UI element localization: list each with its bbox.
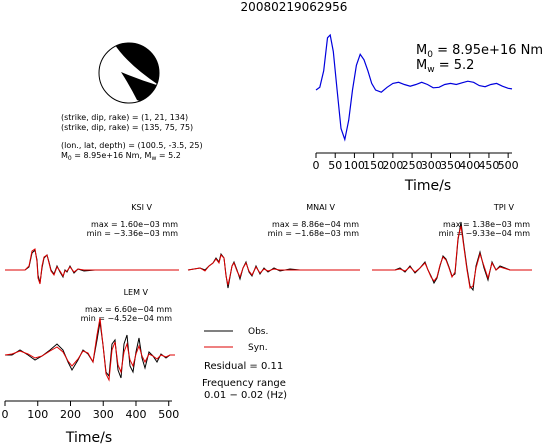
stf-xtick-label: 350	[440, 159, 461, 172]
waveform-time-axis: 0 100 200 300 400 500 Time/s	[2, 400, 179, 445]
syn-trace-mnai	[187, 254, 360, 286]
stf-xtick-label: 500	[498, 159, 519, 172]
location-depth: (lon., lat, depth) = (100.5, -3.5, 25)	[61, 141, 203, 150]
stf-xlabel: Time/s	[404, 178, 451, 194]
waveform-xtick-label: 300	[93, 408, 114, 421]
stf-xtick-label: 400	[459, 159, 480, 172]
stf-xtick-label: 250	[402, 159, 423, 172]
station-tpi-name: TPI V	[493, 203, 515, 212]
figure-title: 20080219062956	[241, 0, 348, 14]
stf-mw-label: Mw = 5.2	[416, 58, 474, 75]
station-ksi-name: KSI V	[131, 203, 152, 212]
stf-xtick-label: 100	[344, 159, 365, 172]
station-mnai-min: min = −1.68e−03 mm	[268, 229, 360, 238]
stf-xtick-label: 150	[363, 159, 384, 172]
strike-dip-rake-1: (strike, dip, rake) = (1, 21, 134)	[61, 113, 188, 122]
source-parameters: (strike, dip, rake) = (1, 21, 134) (stri…	[61, 113, 203, 162]
legend-syn-label: Syn.	[248, 343, 268, 353]
syn-trace-lem	[4, 317, 175, 382]
station-labels: KSI V max = 1.60e−03 mm min = −3.36e−03 …	[81, 203, 531, 323]
residual-text: Residual = 0.11	[204, 361, 283, 372]
stf-xtick-label: 450	[478, 159, 499, 172]
station-lem-name: LEM V	[124, 288, 149, 297]
syn-trace-tpi	[372, 225, 532, 289]
stf-xtick-label: 0	[313, 159, 320, 172]
stf-series-line	[315, 33, 513, 142]
obs-trace-lem	[5, 321, 175, 379]
station-ksi-min: min = −3.36e−03 mm	[87, 229, 179, 238]
strike-dip-rake-2: (strike, dip, rake) = (135, 75, 75)	[61, 123, 193, 132]
station-lem-min: min = −4.52e−04 mm	[81, 314, 173, 323]
waveform-xlabel: Time/s	[65, 430, 112, 445]
station-tpi-max: max = 1.38e−03 mm	[443, 220, 530, 229]
waveform-xtick-label: 100	[27, 408, 48, 421]
waveform-xtick-label: 500	[158, 408, 179, 421]
syn-trace-ksi	[5, 248, 179, 285]
stf-xtick-label: 200	[382, 159, 403, 172]
waveform-traces	[4, 221, 532, 382]
station-tpi-min: min = −9.33e−04 mm	[439, 229, 531, 238]
beachball-focal-mechanism	[98, 42, 160, 104]
frequency-range-value: 0.01 − 0.02 (Hz)	[204, 390, 287, 401]
stf-xtick-label: 300	[421, 159, 442, 172]
waveform-xtick-label: 400	[125, 408, 146, 421]
frequency-range-label: Frequency range	[202, 378, 286, 389]
station-mnai-max: max = 8.86e−04 mm	[272, 220, 359, 229]
legend: Obs. Syn.	[204, 327, 268, 353]
station-lem-max: max = 6.60e−04 mm	[85, 305, 172, 314]
waveform-xtick-label: 0	[2, 408, 9, 421]
stf-m0-label: M0 = 8.95e+16 Nm	[416, 43, 543, 60]
legend-obs-label: Obs.	[248, 327, 268, 337]
station-ksi-max: max = 1.60e−03 mm	[91, 220, 178, 229]
station-mnai-name: MNAI V	[306, 203, 335, 212]
obs-trace-mnai	[187, 252, 360, 289]
moment-line: M0 = 8.95e+16 Nm, Mw = 5.2	[61, 151, 181, 162]
waveform-xtick-label: 200	[60, 408, 81, 421]
stf-xtick-label: 50	[328, 159, 342, 172]
